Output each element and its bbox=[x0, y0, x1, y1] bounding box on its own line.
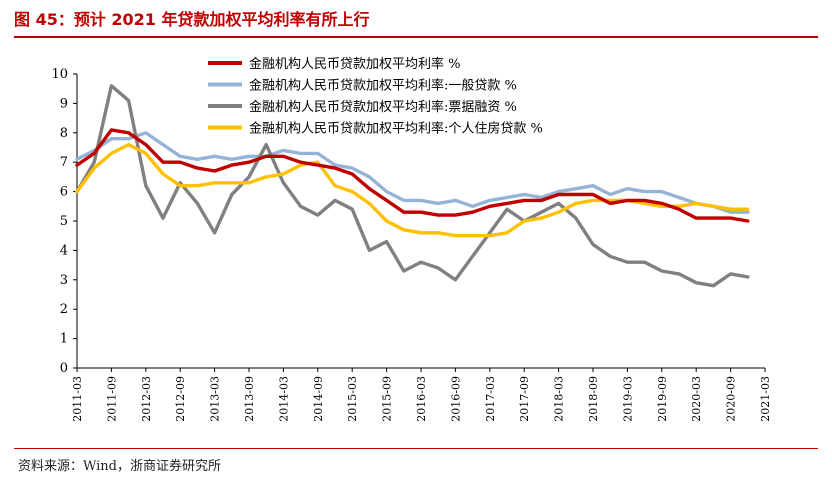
y-tick-label: 2 bbox=[60, 302, 68, 317]
x-tick-label: 2016-09 bbox=[449, 376, 462, 422]
x-tick-label: 2019-09 bbox=[656, 376, 669, 422]
series-1 bbox=[75, 131, 750, 214]
y-tick-label: 5 bbox=[60, 214, 68, 229]
x-tick-label: 2021-03 bbox=[759, 376, 772, 422]
x-tick-label: 2011-09 bbox=[105, 376, 118, 422]
title-rule bbox=[14, 36, 818, 38]
legend-label: 金融机构人民币贷款加权平均利率:个人住房贷款 % bbox=[249, 121, 543, 137]
line-chart: 0 1 2 3 4 5 6 7 8 9 10 2011-03 2011-09 2012-03 2012-09… bbox=[51, 56, 772, 422]
x-tick-label: 2017-09 bbox=[518, 376, 531, 422]
legend-label: 金融机构人民币贷款加权平均利率:票据融资 % bbox=[249, 99, 517, 115]
chart-axes: 0 1 2 3 4 5 6 7 8 9 10 2011-03 2011-09 2012-03 2012-09… bbox=[51, 67, 772, 422]
y-tick-label: 4 bbox=[60, 243, 68, 258]
y-tick-label: 6 bbox=[60, 185, 68, 200]
x-tick-label: 2018-09 bbox=[587, 376, 600, 422]
legend-label: 金融机构人民币贷款加权平均利率 % bbox=[249, 56, 461, 72]
y-tick-label: 9 bbox=[60, 96, 68, 111]
x-tick-label: 2015-03 bbox=[346, 376, 359, 422]
series-4 bbox=[75, 128, 750, 223]
chart-legend: 金融机构人民币贷款加权平均利率 % 金融机构人民币贷款加权平均利率:一般贷款 % 金… bbox=[208, 56, 543, 137]
series-layer bbox=[75, 84, 750, 288]
figure-title: 图 45：预计 2021 年贷款加权平均利率有所上行 bbox=[14, 10, 370, 29]
series-2 bbox=[75, 84, 750, 288]
series-line bbox=[75, 84, 750, 288]
x-tick-label: 2013-03 bbox=[209, 376, 222, 422]
x-tick-label: 2013-09 bbox=[243, 376, 256, 422]
x-tick-label: 2020-09 bbox=[725, 376, 738, 422]
series-line bbox=[75, 131, 750, 214]
x-tick-label: 2014-09 bbox=[312, 376, 325, 422]
x-tick-label: 2015-09 bbox=[381, 376, 394, 422]
y-tick-label: 10 bbox=[51, 67, 68, 82]
series-line bbox=[75, 128, 750, 223]
x-tick-label: 2012-03 bbox=[140, 376, 153, 422]
source-note: 资料来源：Wind，浙商证券研究所 bbox=[18, 459, 221, 474]
y-tick-label: 8 bbox=[60, 126, 68, 141]
x-tick-label: 2012-09 bbox=[174, 376, 187, 422]
y-tick-label: 7 bbox=[60, 155, 68, 170]
x-tick-label: 2011-03 bbox=[71, 376, 84, 422]
y-tick-label: 3 bbox=[60, 273, 68, 288]
x-tick-label: 2020-03 bbox=[690, 376, 703, 422]
x-tick-label: 2018-03 bbox=[553, 376, 566, 422]
x-tick-label: 2014-03 bbox=[277, 376, 290, 422]
x-tick-label: 2017-03 bbox=[484, 376, 497, 422]
footer-rule bbox=[14, 448, 818, 449]
legend-label: 金融机构人民币贷款加权平均利率:一般贷款 % bbox=[249, 78, 517, 94]
y-tick-label: 0 bbox=[60, 361, 68, 376]
x-tick-label: 2016-03 bbox=[415, 376, 428, 422]
x-tick-label: 2019-03 bbox=[621, 376, 634, 422]
y-tick-label: 1 bbox=[60, 332, 68, 347]
